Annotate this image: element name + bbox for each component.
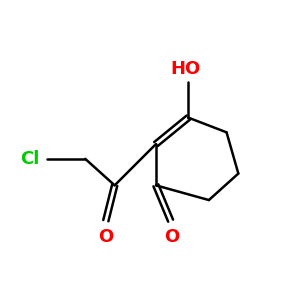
Text: O: O (98, 228, 113, 246)
Text: Cl: Cl (20, 150, 40, 168)
Text: O: O (164, 228, 180, 246)
Text: HO: HO (170, 60, 200, 78)
